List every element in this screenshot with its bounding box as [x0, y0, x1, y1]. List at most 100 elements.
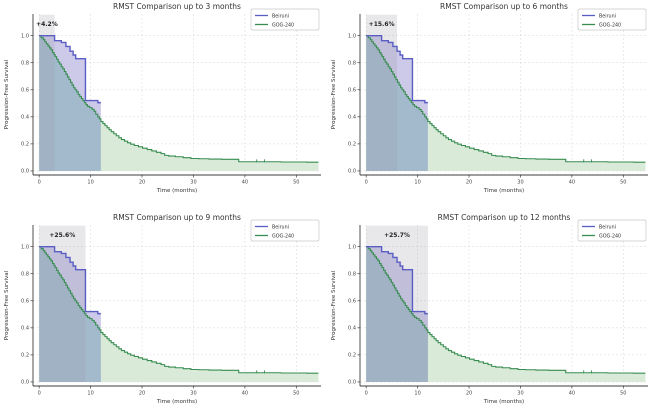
- x-tick-label: 30: [517, 391, 523, 397]
- km-curve-gog240: [39, 35, 319, 163]
- x-tick-label: 50: [293, 180, 299, 186]
- y-tick-label: 0.8: [21, 271, 29, 277]
- y-tick-label: 0.8: [348, 60, 356, 66]
- rmst-overlap-fill: [366, 35, 428, 171]
- y-axis-label: Progression-Free Survival: [331, 270, 337, 340]
- y-axis-label: Progression-Free Survival: [4, 270, 10, 340]
- x-tick-label: 20: [139, 391, 145, 397]
- x-tick-label: 50: [620, 180, 626, 186]
- legend-label: GOG-240: [599, 233, 621, 239]
- y-tick-label: 0.0: [348, 380, 356, 386]
- y-tick-label: 0.4: [21, 115, 29, 121]
- x-tick-label: 10: [87, 180, 93, 186]
- rmst-window-band: [366, 225, 428, 382]
- chart-title: RMST Comparison up to 6 months: [440, 2, 568, 11]
- y-tick-label: 0.2: [21, 142, 29, 148]
- x-tick-label: 0: [365, 180, 368, 186]
- x-tick-label: 10: [87, 391, 93, 397]
- x-tick-label: 0: [365, 391, 368, 397]
- y-tick-label: 0.2: [21, 353, 29, 359]
- km-plot: 0 10 20 30 40 50 0.0 0.2 0.4 0.6 0.8 1.0 RMST Compar…: [4, 213, 321, 405]
- rmst-overlap-fill: [39, 35, 101, 171]
- y-tick-label: 0.0: [21, 169, 29, 175]
- km-curve-gog240: [366, 246, 646, 374]
- legend-label: GOG-240: [599, 22, 621, 28]
- x-tick-label: 40: [569, 180, 575, 186]
- legend-label: Beiruni: [272, 224, 289, 230]
- y-tick-label: 0.4: [348, 115, 356, 121]
- y-tick-label: 0.8: [348, 271, 356, 277]
- km-curve-beiruni: [39, 34, 101, 104]
- y-tick-label: 0.2: [348, 142, 356, 148]
- y-tick-label: 1.0: [21, 33, 29, 39]
- chart-rmst-3-months: 0 10 20 30 40 50 0.0 0.2 0.4 0.6 0.8 1.0 RMST Compar…: [0, 0, 326, 203]
- km-curve-gog240: [39, 246, 319, 374]
- km-curve-beiruni: [39, 245, 101, 315]
- x-tick-label: 40: [242, 180, 248, 186]
- y-tick-label: 0.8: [21, 60, 29, 66]
- y-tick-label: 0.6: [348, 298, 356, 304]
- x-tick-label: 0: [38, 391, 41, 397]
- legend: Beiruni GOG-240: [250, 8, 320, 31]
- legend-label: Beiruni: [599, 13, 616, 19]
- km-plot: 0 10 20 30 40 50 0.0 0.2 0.4 0.6 0.8 1.0 RMST Compar…: [331, 2, 648, 194]
- chart-rmst-9-months: 0 10 20 30 40 50 0.0 0.2 0.4 0.6 0.8 1.0 RMST Compar…: [0, 211, 326, 414]
- x-axis-label: Time (months): [483, 188, 524, 194]
- x-axis-label: Time (months): [156, 399, 197, 405]
- gog240-area-fill: [39, 35, 319, 171]
- x-tick-label: 40: [569, 391, 575, 397]
- km-plot: 0 10 20 30 40 50 0.0 0.2 0.4 0.6 0.8 1.0 RMST Compar…: [331, 213, 648, 405]
- chart-title: RMST Comparison up to 9 months: [113, 213, 241, 222]
- legend: Beiruni GOG-240: [577, 8, 647, 31]
- x-tick-label: 30: [517, 180, 523, 186]
- rmst-overlap-fill: [366, 246, 428, 382]
- legend-label: Beiruni: [272, 13, 289, 19]
- y-tick-label: 1.0: [348, 244, 356, 250]
- rmst-gain-annotation: +25.7%: [384, 232, 410, 239]
- km-curve-beiruni: [366, 245, 428, 315]
- y-tick-label: 0.6: [21, 87, 29, 93]
- x-axis-label: Time (months): [156, 188, 197, 194]
- y-tick-label: 0.2: [348, 353, 356, 359]
- chart-rmst-6-months: 0 10 20 30 40 50 0.0 0.2 0.4 0.6 0.8 1.0 RMST Compar…: [327, 0, 653, 203]
- legend: Beiruni GOG-240: [577, 219, 647, 242]
- rmst-gain-annotation: +4.2%: [36, 21, 58, 28]
- x-tick-label: 50: [620, 391, 626, 397]
- gog240-area-fill: [366, 246, 646, 382]
- y-tick-label: 1.0: [21, 244, 29, 250]
- beiruni-advantage-fill: [366, 246, 428, 333]
- beiruni-advantage-fill: [366, 35, 428, 122]
- x-tick-label: 40: [242, 391, 248, 397]
- y-axis-label: Progression-Free Survival: [331, 59, 337, 129]
- x-tick-label: 20: [139, 180, 145, 186]
- rmst-window-band: [39, 14, 55, 171]
- y-tick-label: 0.0: [21, 380, 29, 386]
- chart-rmst-12-months: 0 10 20 30 40 50 0.0 0.2 0.4 0.6 0.8 1.0 RMST Compar…: [327, 211, 653, 414]
- x-tick-label: 20: [466, 180, 472, 186]
- chart-title: RMST Comparison up to 3 months: [113, 2, 241, 11]
- legend-label: GOG-240: [272, 233, 294, 239]
- gog240-area-fill: [39, 246, 319, 382]
- x-axis-label: Time (months): [483, 399, 524, 405]
- km-curve-gog240: [366, 35, 646, 163]
- rmst-gain-annotation: +25.6%: [49, 232, 75, 239]
- y-tick-label: 1.0: [348, 33, 356, 39]
- rmst-overlap-fill: [39, 246, 101, 382]
- y-tick-label: 0.6: [348, 87, 356, 93]
- x-tick-label: 10: [414, 180, 420, 186]
- legend-label: GOG-240: [272, 22, 294, 28]
- chart-title: RMST Comparison up to 12 months: [438, 213, 571, 222]
- x-tick-label: 30: [190, 180, 196, 186]
- y-tick-label: 0.4: [21, 326, 29, 332]
- legend: Beiruni GOG-240: [250, 219, 320, 242]
- x-tick-label: 10: [414, 391, 420, 397]
- y-tick-label: 0.6: [21, 298, 29, 304]
- rmst-gain-annotation: +15.6%: [369, 21, 395, 28]
- gog240-area-fill: [366, 35, 646, 171]
- x-tick-label: 0: [38, 180, 41, 186]
- x-tick-label: 50: [293, 391, 299, 397]
- y-tick-label: 0.4: [348, 326, 356, 332]
- legend-label: Beiruni: [599, 224, 616, 230]
- km-curve-beiruni: [366, 34, 428, 104]
